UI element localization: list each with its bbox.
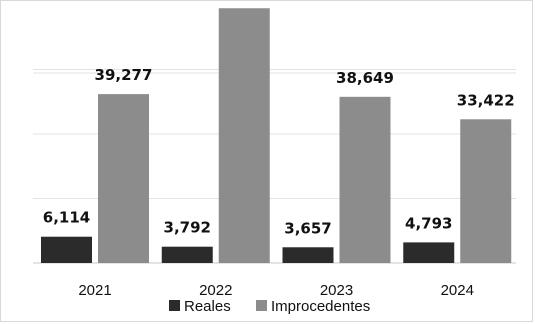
bars — [41, 8, 512, 264]
legend-label-improcedentes: Improcedentes — [271, 298, 370, 315]
data-label-improcedentes-2024: 33,422 — [457, 91, 515, 109]
bar-reales-2021 — [41, 236, 92, 263]
bar-improcedentes-2021 — [98, 94, 149, 263]
bar-reales-2022 — [161, 246, 213, 263]
bar-improcedentes-2024 — [460, 119, 512, 263]
legend-label-reales: Reales — [184, 298, 231, 315]
legend-swatch-improcedentes — [256, 300, 267, 311]
data-label-improcedentes-2021: 39,277 — [95, 66, 153, 84]
data-label-improcedentes-2023: 38,649 — [336, 69, 394, 87]
legend-swatch-reales — [169, 300, 180, 311]
x-tick-2023: 2023 — [320, 282, 353, 299]
bar-improcedentes-2023 — [339, 96, 391, 264]
x-tick-2024: 2024 — [441, 282, 474, 299]
data-label-reales-2023: 3,657 — [284, 219, 331, 237]
x-axis-ticks: 2021 2022 2023 2024 — [78, 282, 474, 299]
data-labels: 6,11439,2773,79259,2463,65738,6494,79333… — [43, 66, 515, 237]
bar-reales-2024 — [403, 242, 455, 263]
data-label-reales-2024: 4,793 — [405, 214, 452, 232]
bar-reales-2023 — [282, 247, 334, 263]
data-label-reales-2021: 6,114 — [43, 209, 90, 227]
bar-improcedentes-2022 — [218, 8, 270, 263]
legend: Reales Improcedentes — [169, 298, 370, 315]
x-tick-2021: 2021 — [78, 282, 111, 299]
data-label-reales-2022: 3,792 — [164, 219, 211, 237]
x-tick-2022: 2022 — [199, 282, 232, 299]
